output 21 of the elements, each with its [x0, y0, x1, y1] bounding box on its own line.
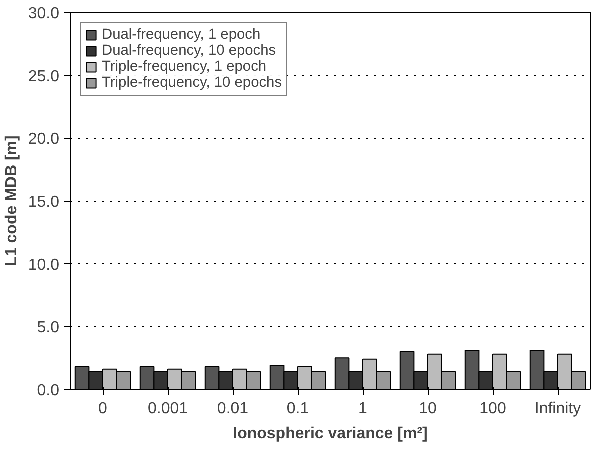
x-tick-label: 1 — [358, 400, 368, 418]
x-tick-label: 0.01 — [217, 400, 249, 418]
y-tick-label: 15.0 — [28, 194, 60, 211]
legend-label: Dual-frequency, 1 epoch — [102, 27, 261, 43]
x-axis-title: Ionospheric variance [m²] — [233, 426, 428, 442]
y-axis-title: L1 code MDB [m] — [3, 136, 20, 266]
y-tick-label: 30.0 — [28, 6, 60, 22]
x-tick-label: 0.001 — [148, 400, 188, 418]
x-tick-label: 10 — [419, 400, 437, 418]
y-tick-label: 25.0 — [28, 68, 60, 86]
x-tick-label: 100 — [480, 400, 506, 418]
y-tick-label: 20.0 — [28, 131, 60, 148]
legend-label: Dual-frequency, 10 epochs — [102, 43, 276, 59]
y-tick-label: 0.0 — [37, 382, 60, 400]
x-tick-label: 0 — [98, 400, 108, 418]
x-tick-label: Infinity — [534, 400, 582, 418]
y-tick-label: 10.0 — [28, 256, 60, 274]
legend-label: Triple-frequency, 1 epoch — [102, 59, 267, 75]
legend-label: Triple-frequency, 10 epochs — [102, 75, 282, 91]
y-tick-label: 5.0 — [37, 320, 60, 337]
x-tick-label: 0.1 — [286, 400, 310, 418]
